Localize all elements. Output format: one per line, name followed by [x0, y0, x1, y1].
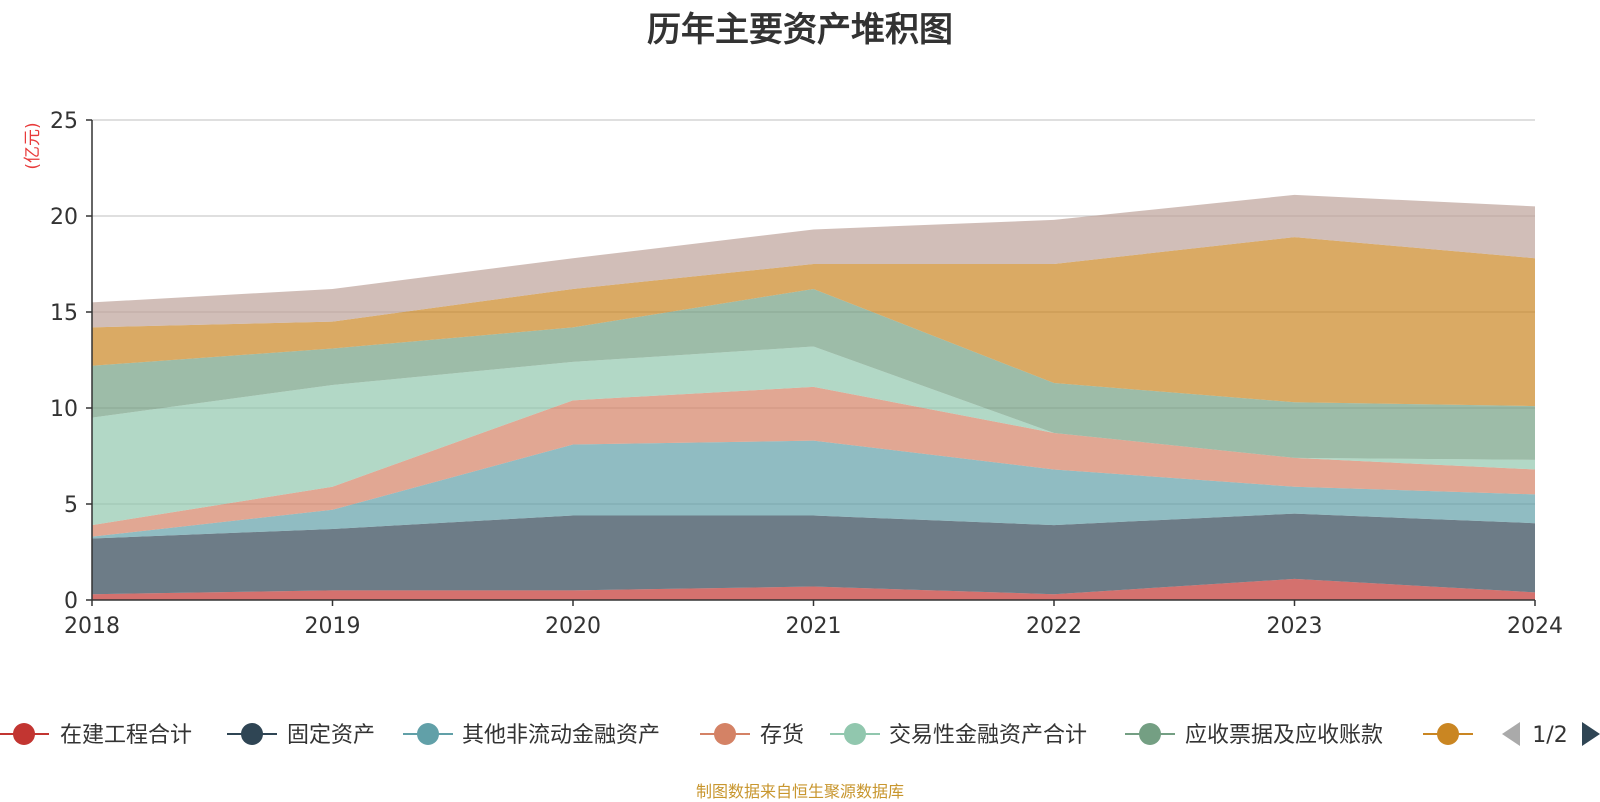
area-series-3: [92, 440, 1535, 539]
legend-item-3[interactable]: 其他非流动金融资产: [403, 723, 660, 748]
legend[interactable]: 在建工程合计 固定资产 其他非流动金融资产 存货 交易性金融资产合计 应收票据及应收账款 1…: [0, 722, 1600, 748]
legend-label: 其他非流动金融资产: [462, 723, 660, 748]
legend-label: 固定资产: [287, 723, 375, 748]
area-series-6: [92, 288, 1535, 460]
y-axis-label: (亿元): [23, 122, 43, 169]
area-series-8: [92, 194, 1535, 328]
legend-circle-marker: [1139, 723, 1161, 745]
x-tick-label: 2021: [786, 614, 842, 639]
legend-item-5[interactable]: 交易性金融资产合计: [830, 723, 1087, 748]
axes: 0 5 10 15 20 25 2018 2019 2020 2021 2022 2023 2024 (亿…: [23, 109, 1563, 639]
area-series-5: [92, 346, 1535, 526]
x-tick-label: 2024: [1507, 614, 1563, 639]
y-tick-label: 10: [50, 397, 78, 422]
x-tick-label: 2020: [545, 614, 601, 639]
chart-title: 历年主要资产堆积图: [647, 10, 953, 50]
legend-item-6[interactable]: 应收票据及应收账款: [1125, 723, 1383, 748]
legend-circle-marker: [417, 723, 439, 745]
data-source-note: 制图数据来自恒生聚源数据库: [695, 782, 904, 801]
legend-circle-marker: [844, 723, 866, 745]
legend-page-indicator: 1/2: [1532, 723, 1567, 748]
area-series-4: [92, 386, 1535, 537]
legend-label: 交易性金融资产合计: [889, 723, 1087, 748]
legend-label: 存货: [760, 723, 804, 748]
legend-label: 在建工程合计: [60, 723, 192, 748]
x-tick-label: 2018: [64, 614, 120, 639]
area-series-7: [92, 237, 1535, 407]
y-tick-label: 20: [50, 205, 78, 230]
y-tick-label: 25: [50, 109, 78, 134]
legend-prev-page-icon[interactable]: [1502, 722, 1520, 746]
legend-label: 应收票据及应收账款: [1185, 723, 1383, 748]
y-tick-label: 15: [50, 301, 78, 326]
x-tick-label: 2023: [1267, 614, 1323, 639]
legend-circle-marker: [241, 723, 263, 745]
legend-item-2[interactable]: 固定资产: [227, 723, 375, 748]
legend-item-4[interactable]: 存货: [700, 723, 804, 748]
area-series-2: [92, 513, 1535, 595]
legend-item-1[interactable]: 在建工程合计: [0, 723, 192, 748]
legend-circle-marker: [714, 723, 736, 745]
legend-circle-marker: [13, 723, 35, 745]
legend-item-7[interactable]: [1423, 723, 1473, 745]
area-series-layer: [92, 194, 1535, 600]
y-tick-label: 0: [64, 589, 78, 614]
area-series-1: [92, 578, 1535, 600]
legend-circle-marker: [1437, 723, 1459, 745]
x-tick-label: 2022: [1026, 614, 1082, 639]
legend-next-page-icon[interactable]: [1582, 722, 1600, 746]
y-tick-label: 5: [64, 493, 78, 518]
x-tick-label: 2019: [305, 614, 361, 639]
